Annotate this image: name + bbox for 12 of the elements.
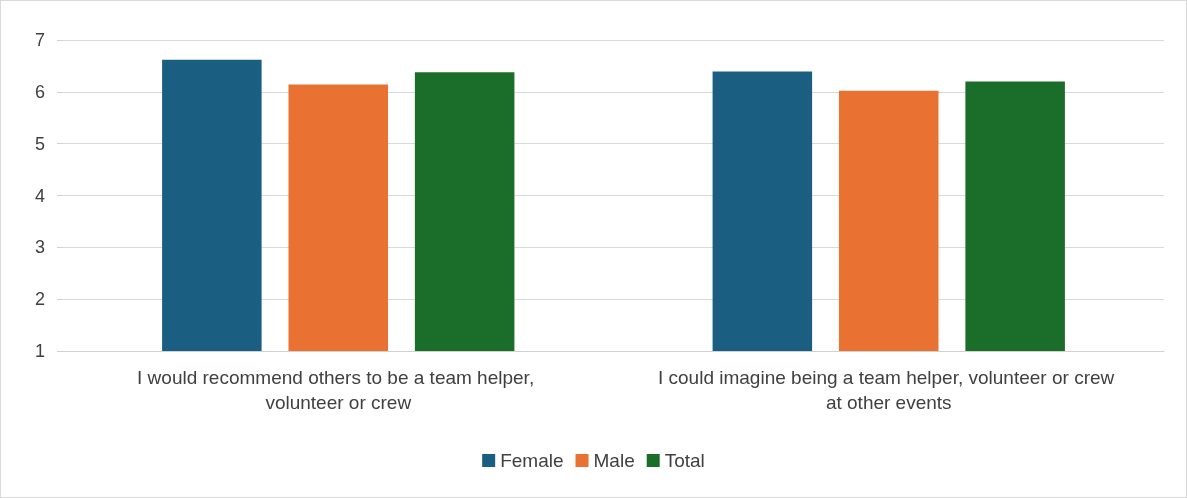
legend-label: Female	[500, 450, 564, 471]
y-tick-label: 1	[34, 341, 45, 361]
legend-label: Male	[593, 450, 635, 471]
x-tick-label: I would recommend others to be a team helper, volunteer or crew	[137, 367, 540, 413]
x-tick-label: I could imagine being a team helper, volunteer or crew at other events	[657, 367, 1120, 413]
y-tick-label: 4	[34, 185, 45, 206]
y-tick-label: 2	[34, 289, 45, 310]
y-tick-label: 3	[34, 237, 45, 258]
y-tick-label: 6	[34, 81, 45, 102]
y-tick-label: 5	[34, 133, 45, 154]
y-tick-label: 7	[34, 30, 45, 50]
legend-label: Total	[664, 450, 705, 471]
